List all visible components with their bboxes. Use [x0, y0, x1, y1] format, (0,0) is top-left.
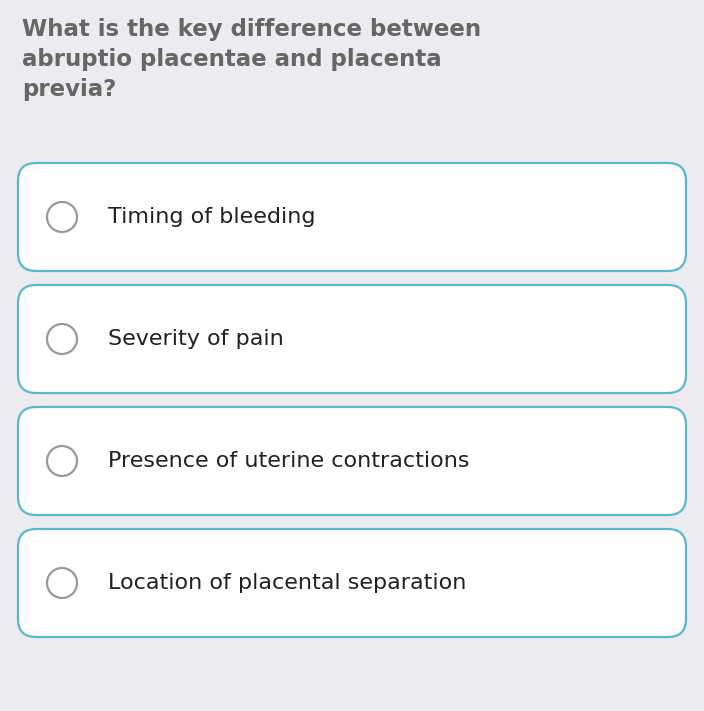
FancyBboxPatch shape: [18, 407, 686, 515]
FancyBboxPatch shape: [18, 285, 686, 393]
Text: Presence of uterine contractions: Presence of uterine contractions: [108, 451, 470, 471]
Circle shape: [47, 568, 77, 598]
FancyBboxPatch shape: [18, 529, 686, 637]
Circle shape: [47, 324, 77, 354]
Circle shape: [47, 446, 77, 476]
Text: What is the key difference between
abruptio placentae and placenta
previa?: What is the key difference between abrup…: [22, 18, 481, 102]
FancyBboxPatch shape: [18, 163, 686, 271]
Text: Severity of pain: Severity of pain: [108, 329, 284, 349]
Text: Location of placental separation: Location of placental separation: [108, 573, 466, 593]
Circle shape: [47, 202, 77, 232]
Text: Timing of bleeding: Timing of bleeding: [108, 207, 315, 227]
